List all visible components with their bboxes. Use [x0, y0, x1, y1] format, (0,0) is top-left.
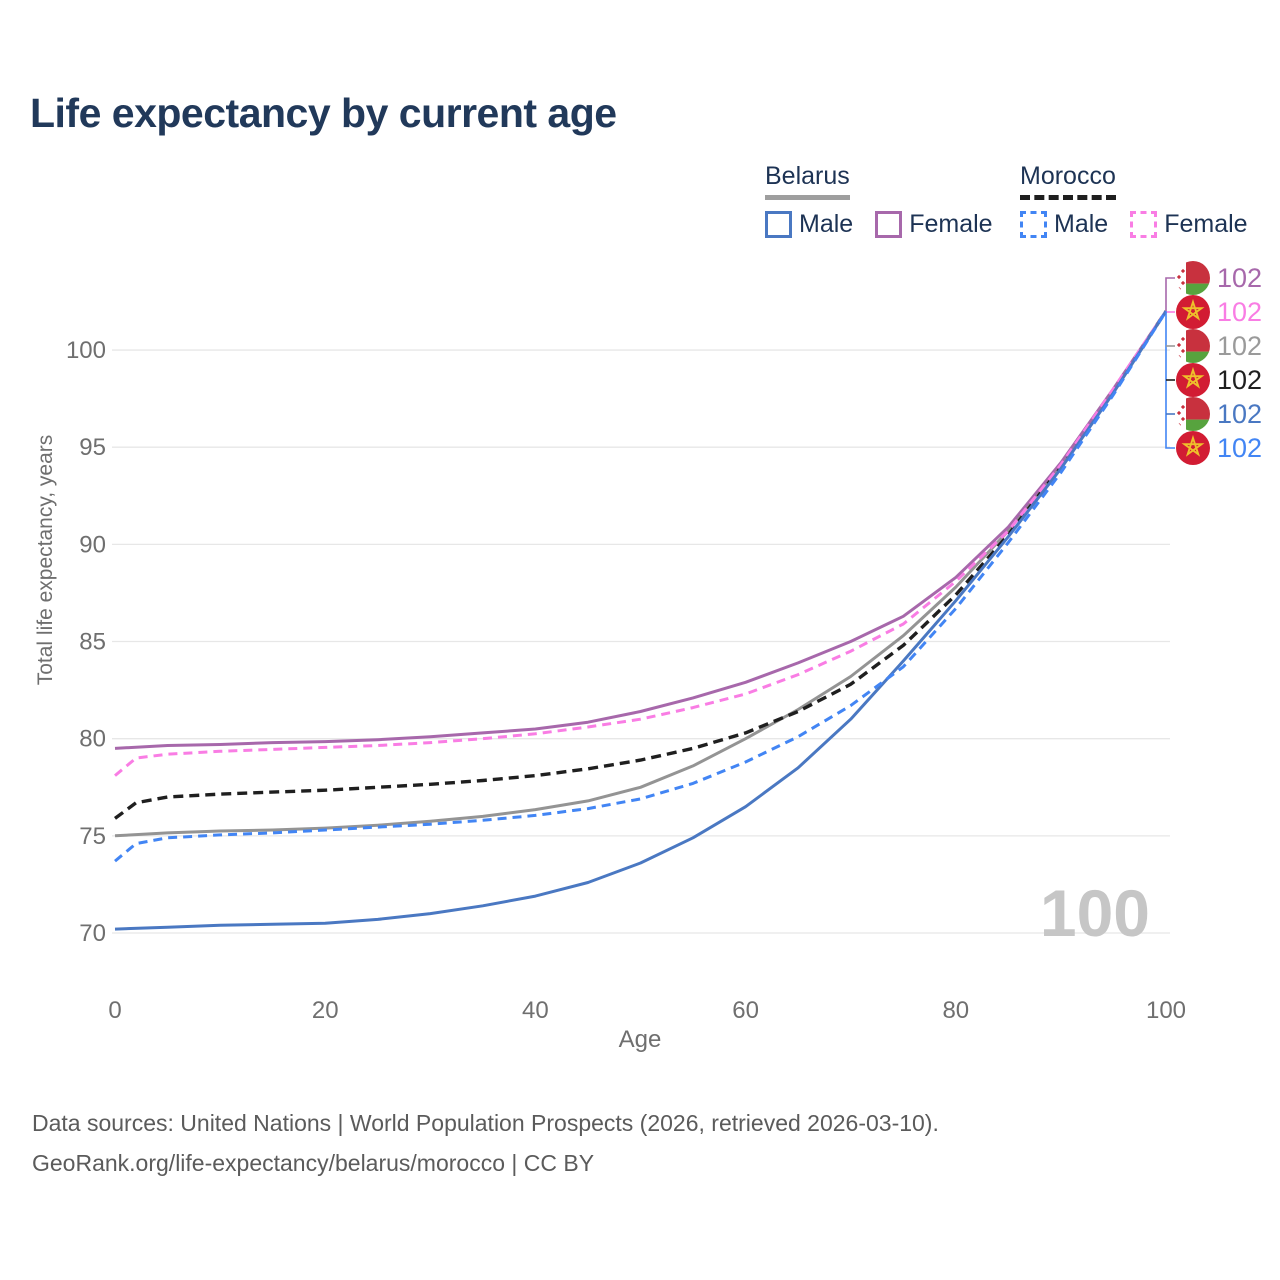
legend-label-morocco-female: Female [1164, 210, 1248, 238]
y-tick-label-70: 70 [79, 920, 106, 947]
morocco-female-swatch-icon [1130, 211, 1158, 238]
x-tick-label-60: 60 [732, 997, 759, 1024]
legend-items-belarus: Male Female [765, 210, 993, 239]
series-line-morocco-both-sexes [113, 310, 1168, 820]
legend-item-belarus-female: Female [875, 210, 993, 239]
legend-item-belarus-male: Male [765, 210, 853, 239]
attribution-text: GeoRank.org/life-expectancy/belarus/moro… [32, 1150, 595, 1176]
y-tick-label-90: 90 [79, 531, 106, 558]
series-line-belarus-female [114, 310, 1168, 750]
end-label-connector-5 [1165, 311, 1175, 449]
data-sources-text: Data sources: United Nations | World Pop… [32, 1110, 939, 1136]
legend-item-morocco-male: Male [1020, 210, 1108, 239]
series-line-morocco-female [114, 310, 1168, 777]
y-tick-label-80: 80 [79, 726, 106, 753]
belarus-female-swatch-icon [875, 211, 903, 238]
legend-country-belarus: Belarus [765, 162, 850, 200]
series-line-belarus-both-sexes [114, 310, 1168, 838]
legend-label-belarus-male: Male [799, 210, 854, 238]
legend-label-belarus-female: Female [909, 210, 993, 238]
y-tick-label-95: 95 [79, 434, 106, 461]
x-tick-label-0: 0 [108, 997, 121, 1024]
legend-group-morocco: Morocco Male Female [1020, 162, 1248, 239]
y-tick-label-75: 75 [79, 823, 106, 850]
x-tick-label-40: 40 [522, 997, 549, 1024]
belarus-male-swatch-icon [765, 211, 792, 238]
legend-item-morocco-female: Female [1130, 210, 1248, 239]
morocco-male-swatch-icon [1020, 211, 1047, 238]
series-line-morocco-male [114, 310, 1168, 863]
x-tick-label-20: 20 [312, 997, 339, 1024]
legend-items-morocco: Male Female [1020, 210, 1248, 239]
x-tick-label-100: 100 [1146, 997, 1186, 1024]
x-tick-label-80: 80 [942, 997, 969, 1024]
x-axis-title: Age [618, 1026, 662, 1053]
legend-group-belarus: Belarus Male Female [765, 162, 993, 239]
y-axis-title: Total life expectancy, years [34, 434, 57, 686]
page-title: Life expectancy by current age [30, 90, 617, 136]
legend-label-morocco-male: Male [1054, 210, 1109, 238]
age-watermark: 100 [1040, 876, 1150, 950]
y-tick-label-100: 100 [66, 337, 106, 364]
y-tick-label-85: 85 [79, 629, 106, 656]
end-label-connector-0 [1165, 277, 1175, 312]
series-line-belarus-male [114, 310, 1168, 931]
legend-country-morocco: Morocco [1020, 162, 1116, 200]
